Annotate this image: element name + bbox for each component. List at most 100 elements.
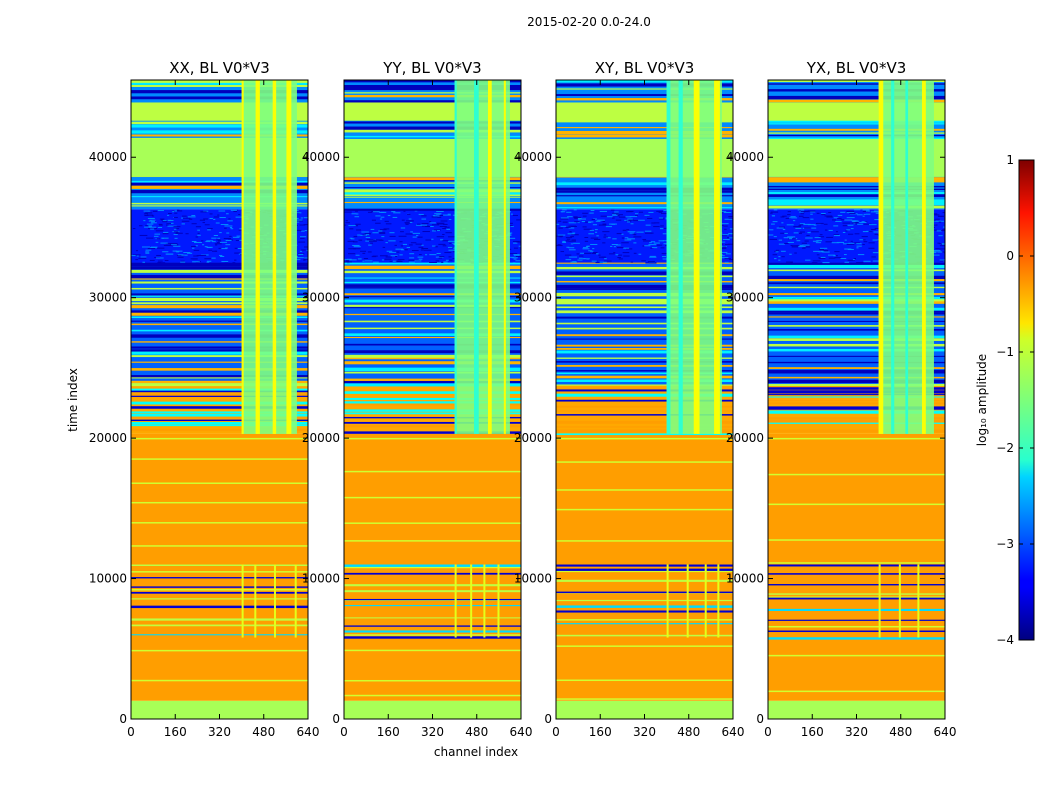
- noise-pixel: [798, 225, 802, 227]
- noise-pixel: [560, 251, 565, 253]
- noise-pixel: [790, 262, 793, 264]
- row-stripe: [768, 338, 945, 341]
- noise-pixel: [211, 237, 217, 239]
- row-stripe: [344, 129, 521, 133]
- noise-pixel: [592, 248, 595, 250]
- x-tick-label: 160: [377, 725, 400, 739]
- row-stripe: [556, 599, 733, 602]
- noise-pixel: [941, 243, 945, 245]
- noise-pixel: [581, 221, 586, 223]
- row-stripe: [131, 589, 308, 591]
- noise-pixel: [449, 242, 452, 244]
- row-stripe: [768, 128, 945, 131]
- noise-pixel: [173, 228, 177, 230]
- row-stripe: [131, 312, 308, 316]
- noise-pixel: [862, 239, 866, 241]
- rfi-column: [666, 80, 671, 434]
- noise-pixel: [934, 214, 940, 216]
- row-stripe: [131, 346, 308, 349]
- row-stripe: [556, 262, 733, 264]
- noise-pixel: [410, 242, 417, 244]
- rfi-column: [487, 80, 492, 434]
- row-stripe: [768, 690, 945, 693]
- noise-pixel: [162, 233, 169, 235]
- colorbar-tick-label: −3: [996, 537, 1014, 551]
- noise-pixel: [939, 245, 945, 247]
- noise-pixel: [202, 244, 205, 246]
- noise-pixel: [146, 214, 154, 216]
- noise-pixel: [842, 243, 851, 245]
- row-stripe: [556, 591, 733, 594]
- row-stripe: [344, 304, 521, 307]
- noise-pixel: [367, 251, 372, 253]
- row-stripe: [768, 361, 945, 364]
- noise-pixel: [363, 258, 369, 260]
- colorbar-label: log₁₀ amplitude: [975, 354, 989, 446]
- noise-pixel: [158, 223, 163, 225]
- row-stripe: [768, 630, 945, 633]
- noise-pixel: [781, 250, 786, 252]
- noise-pixel: [369, 239, 376, 241]
- noise-pixel: [773, 236, 777, 238]
- row-stripe: [768, 201, 945, 205]
- row-stripe: [131, 334, 308, 338]
- noise-pixel: [803, 223, 811, 225]
- noise-pixel: [622, 229, 627, 231]
- noise-pixel: [429, 254, 437, 256]
- row-stripe: [768, 619, 945, 621]
- rfi-region: [454, 80, 510, 434]
- noise-pixel: [418, 246, 424, 248]
- panel-xx: XX, BL V0*V3 0 160 320 480 640 0 10000 20000 3000…: [89, 59, 320, 739]
- noise-pixel: [436, 211, 444, 213]
- noise-pixel: [567, 233, 575, 235]
- x-tick-label: 640: [297, 725, 320, 739]
- noise-pixel: [825, 241, 833, 243]
- noise-pixel: [612, 213, 620, 215]
- noise-pixel: [167, 219, 172, 221]
- rfi-column: [678, 80, 683, 434]
- noise-pixel: [346, 260, 349, 262]
- rfi-column: [483, 564, 486, 638]
- noise-pixel: [799, 224, 804, 226]
- noise-pixel: [800, 213, 805, 215]
- noise-pixel: [786, 261, 793, 263]
- noise-pixel: [623, 247, 630, 249]
- noise-pixel: [395, 248, 404, 250]
- noise-pixel: [835, 220, 842, 222]
- noise-pixel: [211, 241, 216, 243]
- noise-pixel: [195, 245, 198, 247]
- noise-pixel: [859, 239, 865, 241]
- noise-pixel: [873, 210, 879, 212]
- row-stripe: [556, 429, 733, 433]
- row-stripe: [556, 489, 733, 491]
- noise-pixel: [405, 223, 409, 225]
- x-tick-label: 0: [127, 725, 135, 739]
- row-stripe: [131, 401, 308, 405]
- noise-pixel: [159, 218, 165, 220]
- noise-pixel: [452, 242, 457, 244]
- noise-pixel: [139, 234, 148, 236]
- noise-pixel: [663, 210, 668, 212]
- noise-pixel: [447, 246, 453, 248]
- row-stripe: [131, 380, 308, 384]
- noise-pixel: [234, 252, 241, 254]
- noise-pixel: [448, 256, 452, 258]
- row-stripe: [768, 406, 945, 410]
- noise-pixel: [175, 233, 178, 235]
- noise-pixel: [933, 251, 942, 253]
- noise-pixel: [344, 258, 349, 260]
- noise-pixel: [185, 233, 189, 235]
- noise-pixel: [770, 212, 773, 214]
- noise-pixel: [304, 257, 308, 259]
- row-stripe: [344, 192, 521, 196]
- noise-pixel: [414, 210, 418, 212]
- noise-pixel: [656, 210, 664, 212]
- row-stripe: [344, 397, 521, 400]
- row-stripe: [768, 312, 945, 315]
- noise-pixel: [872, 252, 879, 254]
- noise-pixel: [566, 238, 571, 240]
- noise-pixel: [408, 259, 415, 261]
- noise-pixel: [609, 223, 617, 225]
- noise-pixel: [941, 243, 945, 245]
- noise-pixel: [136, 255, 139, 257]
